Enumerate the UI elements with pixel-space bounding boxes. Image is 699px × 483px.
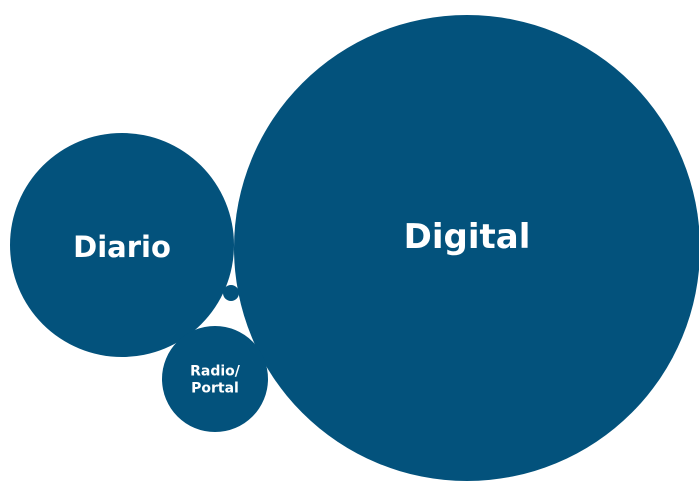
bubble-label-line: Diario <box>73 230 171 264</box>
bubble-label-diario: Diario <box>73 230 171 264</box>
bubble-label-line: Radio/ <box>190 363 241 379</box>
bubble-digital <box>234 15 699 481</box>
bubble-label-digital: Digital <box>404 217 531 257</box>
bubble-small <box>223 285 239 301</box>
bubble-diario <box>10 133 234 357</box>
bubble-label-line: Digital <box>404 217 531 257</box>
labels-layer: Digital Diario Radio/Portal <box>73 217 530 397</box>
bubble-label-line: Portal <box>191 380 239 396</box>
bubble-radio-portal <box>162 326 268 432</box>
bubbles-layer <box>10 15 699 481</box>
bubble-label-radio-portal: Radio/Portal <box>190 363 241 396</box>
